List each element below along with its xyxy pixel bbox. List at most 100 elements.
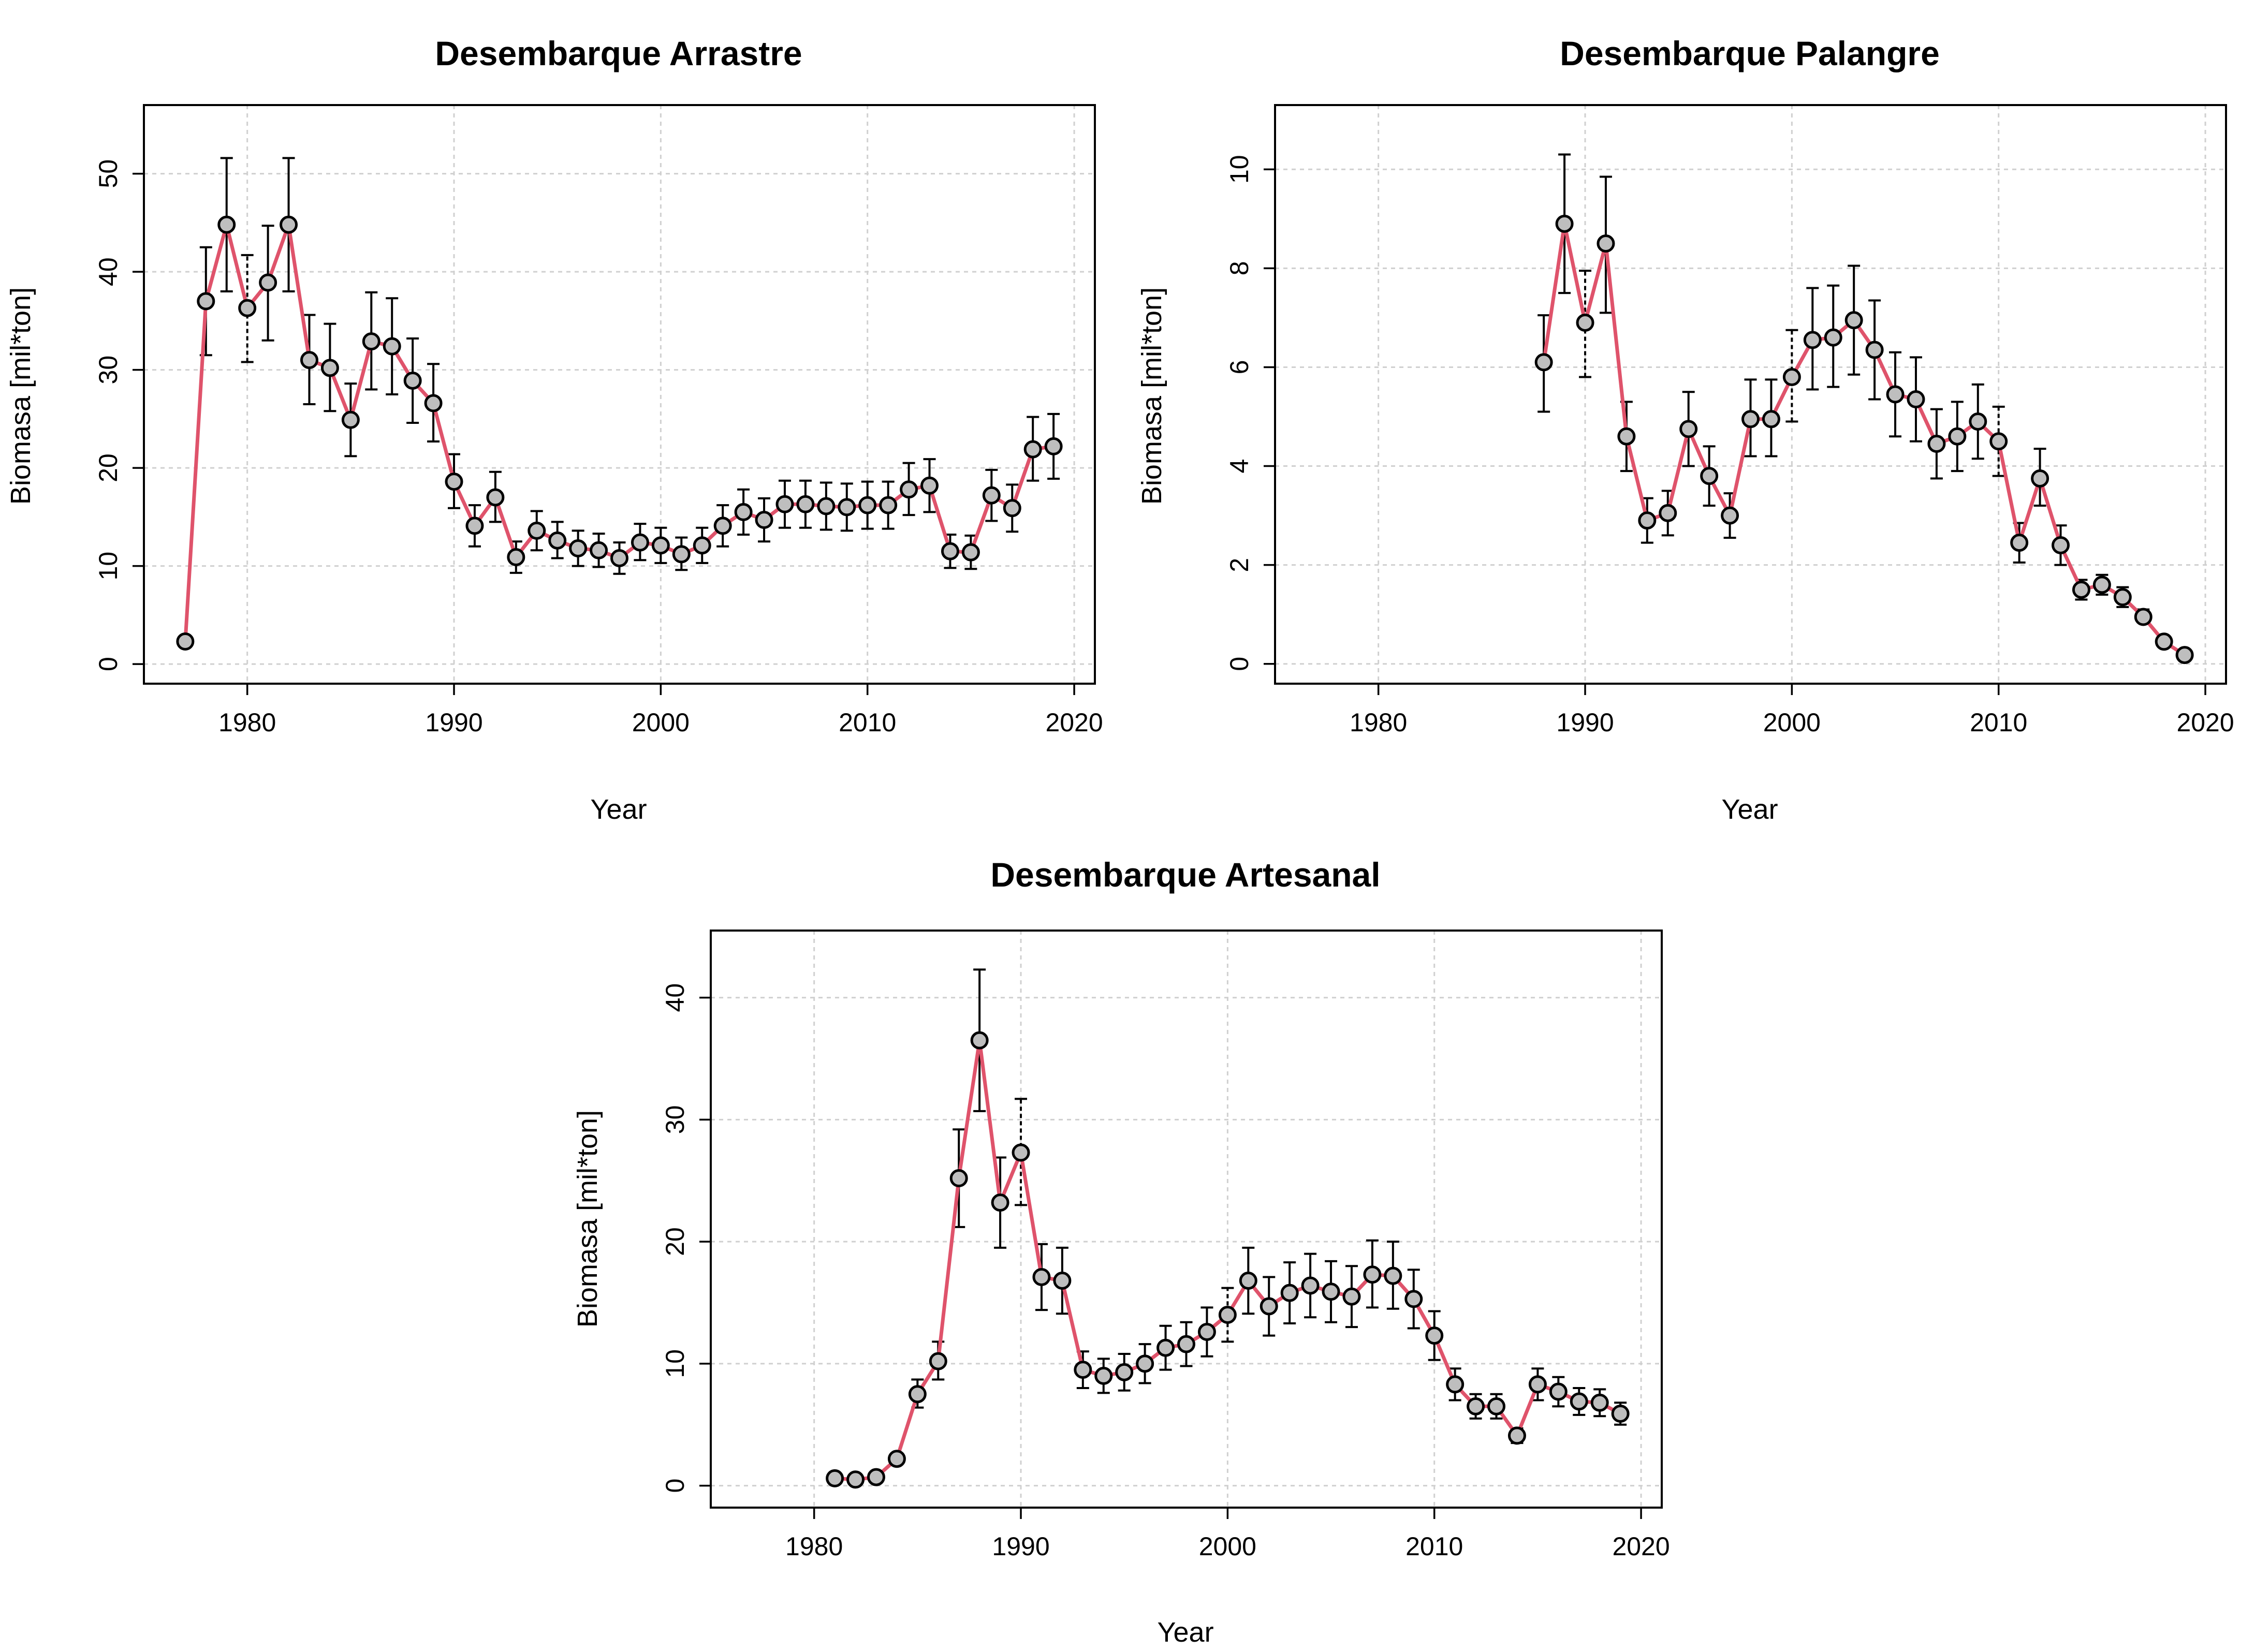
data-point bbox=[796, 495, 815, 513]
data-point bbox=[1907, 390, 1925, 409]
series-line bbox=[183, 223, 1054, 642]
data-point bbox=[631, 533, 649, 552]
data-point bbox=[838, 498, 856, 517]
data-point bbox=[238, 299, 257, 317]
data-point bbox=[2010, 534, 2029, 552]
y-tick-label: 10 bbox=[661, 1349, 690, 1378]
data-point bbox=[217, 215, 236, 234]
data-point bbox=[1467, 1397, 1485, 1415]
panel-palangre: Desembarque Palangre Year Biomasa [mil*t… bbox=[1136, 34, 2234, 825]
plot-frame bbox=[710, 930, 1663, 1509]
data-point bbox=[1023, 440, 1042, 459]
data-point bbox=[548, 531, 567, 550]
data-point bbox=[590, 541, 608, 559]
chart-title-artesanal: Desembarque Artesanal bbox=[990, 856, 1380, 894]
y-tick-label: 4 bbox=[1225, 459, 1254, 474]
data-point bbox=[2134, 608, 2152, 626]
data-point bbox=[887, 1450, 906, 1468]
data-point bbox=[1576, 313, 1594, 332]
data-point bbox=[1260, 1297, 1278, 1316]
data-point bbox=[2052, 536, 2070, 554]
data-point bbox=[259, 273, 277, 292]
y-tick-label: 40 bbox=[94, 257, 123, 286]
y-tick-label: 2 bbox=[1225, 558, 1254, 572]
data-point bbox=[1218, 1306, 1237, 1324]
plot-frame bbox=[143, 104, 1096, 685]
panel-artesanal: Desembarque Artesanal Year Biomasa [mil*… bbox=[572, 856, 1670, 1648]
data-point bbox=[2092, 576, 2111, 594]
data-point bbox=[1487, 1397, 1506, 1415]
data-point bbox=[320, 359, 339, 377]
data-point bbox=[1136, 1354, 1154, 1373]
data-point bbox=[970, 1031, 989, 1050]
data-point bbox=[929, 1352, 947, 1370]
x-axis-title-artesanal: Year bbox=[1157, 1617, 1213, 1648]
data-point bbox=[569, 539, 588, 558]
data-point bbox=[1969, 412, 1987, 431]
data-point bbox=[362, 332, 380, 351]
data-point bbox=[672, 545, 691, 564]
data-point bbox=[424, 394, 443, 412]
data-point bbox=[1721, 506, 1739, 525]
y-tick-label: 50 bbox=[94, 159, 123, 188]
data-point bbox=[982, 486, 1001, 505]
y-tick-label: 0 bbox=[94, 657, 123, 671]
data-point bbox=[693, 536, 711, 555]
data-point bbox=[176, 632, 195, 651]
data-point bbox=[1012, 1143, 1030, 1162]
data-point bbox=[2113, 588, 2132, 607]
data-point bbox=[1611, 1404, 1630, 1423]
data-point bbox=[1659, 504, 1677, 522]
data-point bbox=[1094, 1366, 1113, 1385]
data-point bbox=[1638, 511, 1657, 530]
data-point bbox=[2031, 469, 2049, 488]
chart-title-palangre: Desembarque Palangre bbox=[1560, 34, 1940, 72]
x-tick-label: 2000 bbox=[1763, 708, 1821, 737]
data-point bbox=[300, 351, 318, 370]
y-tick-label: 0 bbox=[661, 1479, 690, 1493]
plot-frame bbox=[1274, 104, 2227, 685]
y-tick-label: 6 bbox=[1225, 360, 1254, 375]
data-point bbox=[1044, 437, 1063, 455]
data-point bbox=[1446, 1375, 1465, 1394]
data-point bbox=[2072, 580, 2090, 599]
data-point bbox=[1384, 1266, 1402, 1285]
data-point bbox=[1074, 1361, 1092, 1379]
x-tick-label: 2000 bbox=[632, 708, 690, 737]
data-point bbox=[1570, 1392, 1588, 1411]
data-point bbox=[197, 292, 215, 311]
y-tick-label: 10 bbox=[1225, 155, 1254, 184]
data-point bbox=[1363, 1265, 1382, 1284]
data-point bbox=[900, 480, 918, 499]
y-tick-label: 8 bbox=[1225, 261, 1254, 275]
x-tick-label: 2000 bbox=[1199, 1532, 1256, 1561]
data-point bbox=[1844, 311, 1863, 330]
data-point bbox=[961, 543, 980, 562]
data-point bbox=[817, 497, 836, 515]
data-point bbox=[1322, 1282, 1340, 1301]
chart-title-arrastre: Desembarque Arrastre bbox=[435, 34, 802, 72]
data-point bbox=[867, 1468, 885, 1486]
x-tick-label: 1990 bbox=[1556, 708, 1614, 737]
x-tick-label: 2020 bbox=[2176, 708, 2234, 737]
x-axis-title-arrastre: Year bbox=[590, 794, 647, 825]
y-tick-label: 30 bbox=[94, 356, 123, 385]
data-point bbox=[920, 476, 939, 495]
y-tick-label: 30 bbox=[661, 1105, 690, 1134]
plot-area-artesanal: 1980 1990 2000 2010 2020 0 10 20 30 40 bbox=[661, 930, 1670, 1561]
plot-area-palangre: 1980 1990 2000 2010 2020 0 2 4 6 8 10 bbox=[1225, 104, 2234, 737]
x-tick-label: 2010 bbox=[839, 708, 896, 737]
x-axis-title-palangre: Year bbox=[1721, 794, 1778, 825]
data-point bbox=[1528, 1375, 1547, 1394]
y-tick-label: 20 bbox=[94, 453, 123, 482]
data-point bbox=[1824, 328, 1842, 347]
data-point bbox=[1280, 1284, 1299, 1302]
data-point bbox=[1989, 432, 2008, 451]
data-point bbox=[1803, 331, 1822, 349]
data-point bbox=[991, 1193, 1009, 1212]
data-point bbox=[528, 521, 546, 540]
data-point bbox=[1507, 1426, 1526, 1445]
data-point bbox=[1156, 1338, 1175, 1357]
data-point bbox=[941, 542, 959, 561]
